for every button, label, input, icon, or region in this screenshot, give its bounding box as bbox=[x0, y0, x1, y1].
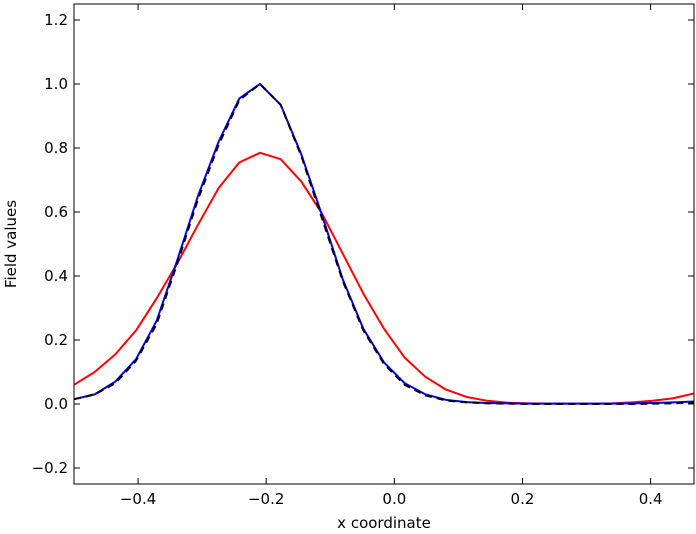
y-axis-label: Field values bbox=[2, 200, 20, 288]
series-line-3 bbox=[73, 83, 695, 405]
y-tick-label: 1.0 bbox=[44, 75, 68, 93]
x-tick-label: 0.0 bbox=[382, 490, 406, 508]
y-tick-label: 0.4 bbox=[44, 267, 68, 285]
y-tick-label: 0.8 bbox=[44, 139, 68, 157]
x-axis-label: x coordinate bbox=[337, 514, 431, 532]
series-layer bbox=[73, 83, 695, 405]
x-tick-label: 0.4 bbox=[639, 490, 663, 508]
y-tick-label: 0.0 bbox=[44, 395, 68, 413]
x-tick-label: −0.4 bbox=[120, 490, 156, 508]
plot-background bbox=[74, 4, 694, 484]
x-tick-label: 0.2 bbox=[511, 490, 535, 508]
plot-frame bbox=[73, 3, 695, 485]
y-tick-label: 1.2 bbox=[44, 11, 68, 29]
x-tick-label: −0.2 bbox=[248, 490, 284, 508]
y-tick-label: −0.2 bbox=[32, 459, 68, 477]
y-tick-label: 0.2 bbox=[44, 331, 68, 349]
y-tick-label: 0.6 bbox=[44, 203, 68, 221]
tick-layer: −0.4 −0.2 0.0 0.2 0.4 −0.2 0.0 0.2 0.4 0.6 0.8 1.0 1… bbox=[32, 4, 694, 508]
